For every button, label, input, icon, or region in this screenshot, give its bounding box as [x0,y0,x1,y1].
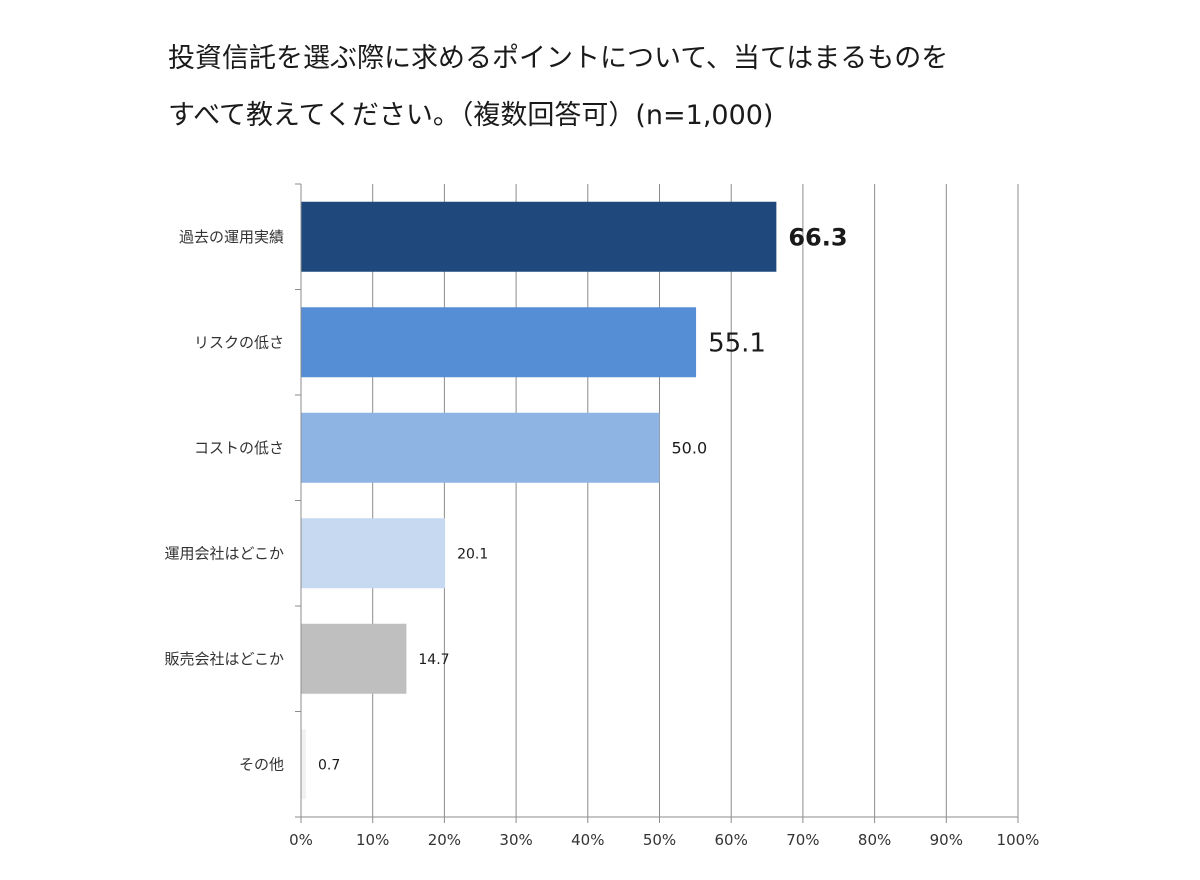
x-tick-label: 30% [499,831,532,849]
x-tick-label: 20% [428,831,461,849]
x-tick-label: 40% [571,831,604,849]
bar[interactable] [301,307,697,378]
chart-title-line-2: すべて教えてください。（複数回答可）(n=1,000) [168,100,774,131]
data-label: 50.0 [672,439,708,458]
x-tick-label: 100% [997,831,1040,849]
bar[interactable] [301,201,777,272]
bar[interactable] [301,729,307,800]
x-tick-label: 50% [643,831,676,849]
bar[interactable] [301,412,660,483]
data-label: 20.1 [457,546,488,562]
data-label: 0.7 [318,757,340,773]
x-tick-label: 10% [356,831,389,849]
x-tick-label: 90% [930,831,963,849]
x-tick-label: 70% [786,831,819,849]
bar[interactable] [301,623,407,694]
x-tick-label: 60% [715,831,748,849]
chart-title-line-1: 投資信託を選ぶ際に求めるポイントについて、当てはまるものを [168,43,949,74]
data-label: 55.1 [708,329,766,359]
category-label: 運用会社はどこか [164,544,284,562]
x-tick-label: 80% [858,831,891,849]
bar[interactable] [301,518,446,589]
category-label: コストの低さ [194,439,284,457]
data-label: 66.3 [788,223,847,251]
category-label: リスクの低さ [194,333,284,351]
category-label: 過去の運用実績 [179,228,284,246]
chart-title: 投資信託を選ぶ際に求めるポイントについて、当てはまるものを すべて教えてください… [168,30,1168,144]
category-label: 販売会社はどこか [164,650,284,668]
data-label: 14.7 [418,652,449,668]
category-label: その他 [239,755,284,773]
x-tick-label: 0% [289,831,313,849]
